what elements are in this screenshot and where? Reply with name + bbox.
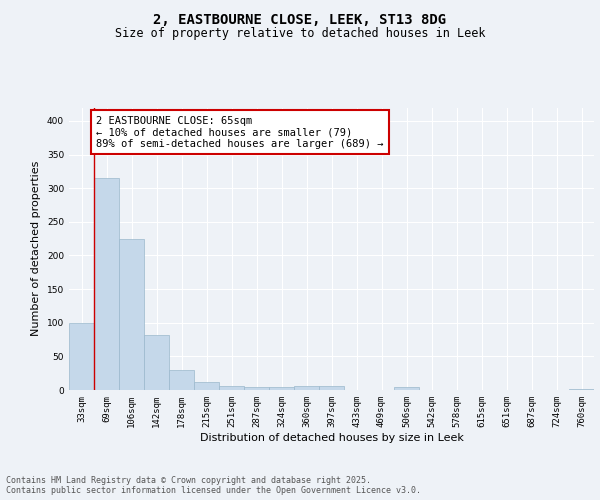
Bar — [294, 386, 319, 390]
Text: 2, EASTBOURNE CLOSE, LEEK, ST13 8DG: 2, EASTBOURNE CLOSE, LEEK, ST13 8DG — [154, 12, 446, 26]
Bar — [569, 388, 594, 390]
Bar — [94, 178, 119, 390]
Bar — [244, 388, 269, 390]
Bar — [394, 388, 419, 390]
Bar — [319, 386, 344, 390]
Text: Contains HM Land Registry data © Crown copyright and database right 2025.
Contai: Contains HM Land Registry data © Crown c… — [6, 476, 421, 495]
Bar — [119, 238, 144, 390]
Bar — [169, 370, 194, 390]
Bar — [69, 322, 94, 390]
Text: Size of property relative to detached houses in Leek: Size of property relative to detached ho… — [115, 28, 485, 40]
Bar — [219, 386, 244, 390]
Bar — [269, 388, 294, 390]
Bar — [194, 382, 219, 390]
Y-axis label: Number of detached properties: Number of detached properties — [31, 161, 41, 336]
Text: 2 EASTBOURNE CLOSE: 65sqm
← 10% of detached houses are smaller (79)
89% of semi-: 2 EASTBOURNE CLOSE: 65sqm ← 10% of detac… — [97, 116, 384, 149]
X-axis label: Distribution of detached houses by size in Leek: Distribution of detached houses by size … — [200, 432, 463, 442]
Bar — [144, 335, 169, 390]
